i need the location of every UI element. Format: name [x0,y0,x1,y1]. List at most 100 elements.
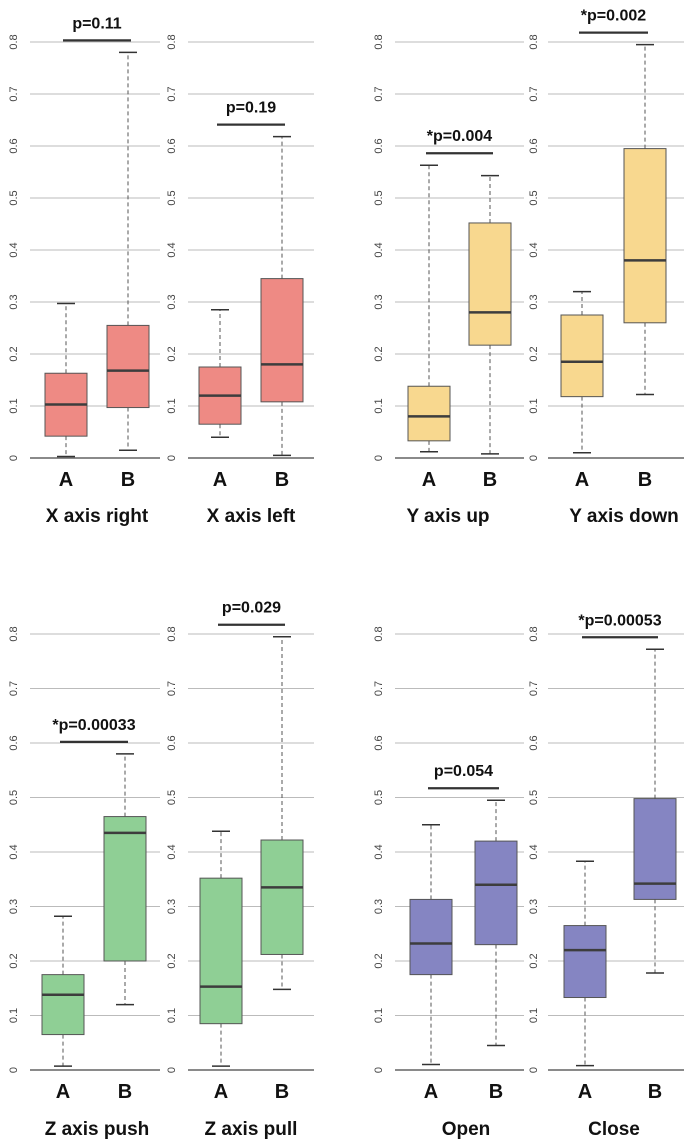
y-tick-label: 0.1 [528,1008,540,1023]
y-tick-label: 0.2 [166,953,178,968]
box-a [560,290,604,454]
y-tick-label: 0 [373,1067,385,1073]
y-tick-label: 0.4 [166,242,178,257]
y-tick-label: 0.8 [8,626,20,641]
y-tick-label: 0 [528,455,540,461]
iqr-box [560,314,604,398]
category-label: A [59,469,73,491]
y-tick-label: 0.5 [166,790,178,805]
panel-title: Y axis up [406,506,489,527]
iqr-box [199,877,243,1025]
y-tick-label: 0.1 [166,398,178,413]
box-b [633,648,677,974]
iqr-box [563,925,607,999]
y-tick-label: 0.2 [8,346,20,361]
y-tick-label: 0.7 [373,681,385,696]
category-label: A [213,469,227,491]
y-tick-label: 0.4 [8,844,20,859]
y-tick-label: 0.3 [528,294,540,309]
p-value-label: p=0.054 [434,763,493,780]
y-tick-label: 0.4 [373,844,385,859]
panel-title: X axis left [207,506,296,527]
y-tick-label: 0.2 [528,953,540,968]
box-a [563,860,607,1067]
y-tick-label: 0.8 [166,34,178,49]
y-tick-label: 0.1 [373,398,385,413]
box-b [474,799,518,1047]
p-value-label: *p=0.00053 [578,612,661,629]
panel-z-axis-pull: 0 0.1 0.2 0.3 0.4 0.5 0.6 0.7 0.8 A Bp=0.029 Z axis… [166,600,314,1140]
y-tick-label: 0.1 [373,1008,385,1023]
y-tick-label: 0.6 [166,138,178,153]
y-tick-label: 0.6 [8,735,20,750]
p-value-label: *p=0.00033 [52,717,135,734]
box-b [103,753,147,1006]
y-tick-label: 0.6 [373,735,385,750]
y-tick-label: 0 [166,1067,178,1073]
panel-close: 0 0.1 0.2 0.3 0.4 0.5 0.6 0.7 0.8 A B *p=0.00053 Clo… [528,612,684,1140]
y-tick-label: 0.2 [8,953,20,968]
y-tick-label: 0.1 [8,398,20,413]
y-tick-label: 0.7 [166,681,178,696]
y-tick-label: 0.4 [8,242,20,257]
y-tick-label: 0 [8,455,20,461]
panel-title: Z axis pull [205,1119,298,1140]
y-tick-label: 0.8 [373,34,385,49]
box-b [260,635,304,991]
y-tick-label: 0.1 [528,398,540,413]
y-tick-label: 0.4 [528,844,540,859]
y-tick-label: 0.3 [8,899,20,914]
p-value-label: p=0.19 [226,100,276,117]
box-b [260,135,304,457]
iqr-box [106,324,150,409]
y-tick-label: 0.8 [528,626,540,641]
y-tick-label: 0.5 [373,790,385,805]
y-tick-label: 0.8 [373,626,385,641]
y-tick-label: 0.3 [166,899,178,914]
box-a [41,915,85,1067]
y-tick-label: 0.2 [528,346,540,361]
box-a [409,824,453,1066]
category-label: B [489,1081,503,1103]
y-tick-label: 0.3 [528,899,540,914]
y-tick-label: 0.6 [528,735,540,750]
y-tick-label: 0.8 [528,34,540,49]
p-value-label: p=0.029 [222,600,281,617]
y-tick-label: 0.2 [166,346,178,361]
panel-z-axis-push: 0 0.1 0.2 0.3 0.4 0.5 0.6 0.7 0.8 A B *p=0.00033 Z a… [8,626,160,1140]
panel-y-axis-up: 0 0.1 0.2 0.3 0.4 0.5 0.6 0.7 0.8 A B *p=0.004 Y axi… [373,34,524,527]
y-tick-label: 0.3 [373,294,385,309]
panel-title: X axis right [46,506,149,527]
box-a [44,302,88,458]
iqr-box [468,222,512,346]
y-tick-label: 0.5 [528,190,540,205]
y-tick-label: 0.7 [528,86,540,101]
y-tick-label: 0.1 [166,1008,178,1023]
y-tick-label: 0.3 [373,899,385,914]
panel-title: Y axis down [569,506,678,527]
y-tick-label: 0.5 [8,190,20,205]
iqr-box [409,898,453,976]
iqr-box [103,816,147,962]
box-a [199,830,243,1067]
y-tick-label: 0.6 [528,138,540,153]
y-tick-label: 0.6 [8,138,20,153]
category-label: A [214,1081,228,1103]
y-tick-label: 0.8 [8,34,20,49]
panel-open: 0 0.1 0.2 0.3 0.4 0.5 0.6 0.7 0.8 A Bp=0.054 Open [373,626,524,1140]
y-tick-label: 0.2 [373,953,385,968]
category-label: B [648,1081,662,1103]
p-value-label: *p=0.004 [427,128,492,145]
category-label: A [56,1081,70,1103]
y-tick-label: 0.7 [8,681,20,696]
y-tick-label: 0.4 [373,242,385,257]
panel-title: Close [588,1119,640,1140]
box-b [468,174,512,455]
category-label: B [275,469,289,491]
y-tick-label: 0.6 [373,138,385,153]
y-tick-label: 0 [8,1067,20,1073]
y-tick-label: 0.5 [166,190,178,205]
y-tick-label: 0.7 [8,86,20,101]
y-tick-label: 0.4 [166,844,178,859]
